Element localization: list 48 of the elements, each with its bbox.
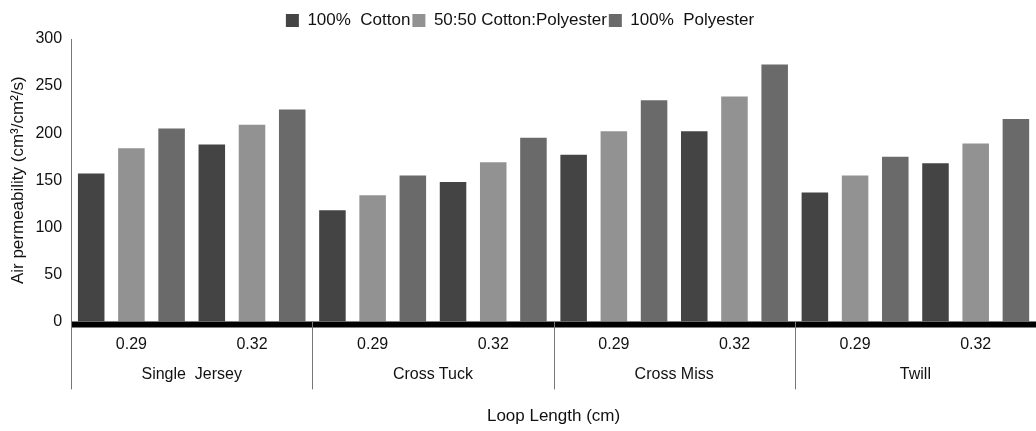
- x-tick-label: 0.32: [960, 335, 992, 353]
- text: Cross Tuck: [392, 364, 474, 382]
- bar: [761, 64, 788, 322]
- bar: [278, 109, 306, 322]
- legend-label: 100% Polyester: [630, 10, 755, 30]
- legend-label: 100% Cotton: [307, 10, 411, 30]
- bar: [560, 154, 587, 322]
- y-tick-label: 100: [35, 217, 63, 235]
- bar: [640, 100, 668, 322]
- x-tick-label: 0.32: [477, 335, 509, 353]
- bar: [962, 143, 989, 322]
- bar: [158, 128, 185, 322]
- y-tick-label: 200: [35, 123, 63, 141]
- y-axis-title: Air permeability (cm³/cm²/s): [7, 76, 27, 285]
- y-tick-label: 0: [53, 311, 63, 329]
- x-tick-label: 0.29: [357, 335, 389, 353]
- bar: [319, 210, 346, 322]
- bar: [721, 96, 748, 322]
- bar: [238, 124, 266, 322]
- x-axis-title: Loop Length (cm): [486, 406, 621, 426]
- legend-label: 50:50 Cotton:Polyester: [433, 10, 608, 30]
- bar: [399, 175, 427, 322]
- y-tick-label: 300: [35, 29, 63, 47]
- x-tick-label: 0.29: [115, 335, 148, 353]
- bar: [77, 173, 105, 322]
- bar: [600, 131, 628, 322]
- bar: [922, 163, 949, 322]
- bar: [198, 144, 226, 322]
- x-tick-label: 0.32: [236, 335, 268, 353]
- x-tick-label: 0.29: [598, 335, 630, 353]
- bar: [520, 137, 547, 322]
- bar: [439, 182, 467, 322]
- text: Twill: [899, 364, 931, 382]
- bar: [882, 156, 909, 322]
- y-tick-label: 50: [44, 264, 63, 282]
- bar: [118, 148, 145, 322]
- y-tick-label: 250: [35, 76, 63, 94]
- x-tick-label: 0.32: [718, 335, 751, 353]
- bar: [359, 195, 386, 322]
- bar: [841, 175, 869, 322]
- bar: [1002, 119, 1030, 322]
- x-tick-label: 0.29: [839, 335, 871, 353]
- bar: [801, 192, 829, 322]
- y-tick-label: 150: [35, 170, 63, 188]
- text: Cross Miss: [634, 364, 714, 382]
- text: Single Jersey: [141, 364, 242, 382]
- bar: [681, 131, 708, 322]
- bar: [479, 162, 507, 322]
